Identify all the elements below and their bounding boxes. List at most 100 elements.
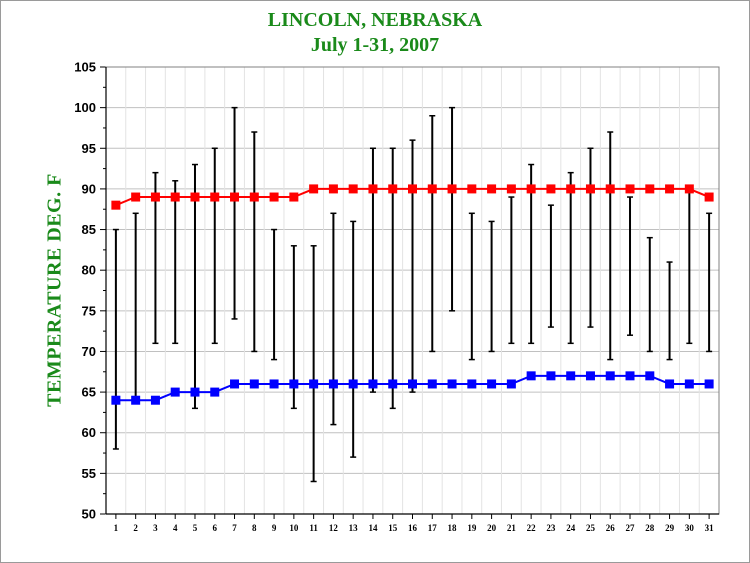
series-0-point-day-29 — [665, 184, 675, 194]
x-tick-label-8: 8 — [252, 523, 257, 533]
x-tick-label-24: 24 — [566, 523, 576, 533]
series-1-point-day-12 — [328, 379, 338, 389]
series-1-point-day-1 — [111, 395, 121, 405]
series-1-point-day-3 — [150, 395, 160, 405]
series-0-point-day-24 — [566, 184, 576, 194]
x-tick-label-2: 2 — [133, 523, 138, 533]
series-0-point-day-9 — [269, 192, 279, 202]
chart-subtitle: July 1-31, 2007 — [310, 34, 440, 56]
series-1-point-day-27 — [625, 371, 635, 381]
series-0-point-day-23 — [546, 184, 556, 194]
series-1-point-day-10 — [289, 379, 299, 389]
x-tick-label-16: 16 — [408, 523, 418, 533]
x-tick-label-21: 21 — [507, 523, 517, 533]
series-0-point-day-27 — [625, 184, 635, 194]
x-tick-label-25: 25 — [586, 523, 596, 533]
y-tick-label-90: 90 — [82, 181, 96, 196]
x-tick-label-26: 26 — [606, 523, 616, 533]
series-1-point-day-11 — [309, 379, 319, 389]
series-1-point-day-8 — [249, 379, 259, 389]
series-0-point-day-18 — [447, 184, 457, 194]
series-1-point-day-24 — [566, 371, 576, 381]
series-1-point-day-20 — [487, 379, 497, 389]
x-tick-label-23: 23 — [546, 523, 556, 533]
series-0-point-day-22 — [526, 184, 536, 194]
series-1-point-day-17 — [427, 379, 437, 389]
chart-title: LINCOLN, NEBRASKA — [267, 9, 483, 31]
x-tick-label-30: 30 — [685, 523, 695, 533]
y-tick-label-70: 70 — [82, 344, 96, 359]
series-1-point-day-2 — [131, 395, 141, 405]
series-0-point-day-2 — [131, 192, 141, 202]
series-1-point-day-5 — [190, 387, 200, 397]
x-tick-label-31: 31 — [705, 523, 715, 533]
series-1-point-day-18 — [447, 379, 457, 389]
x-tick-label-15: 15 — [388, 523, 398, 533]
series-0-point-day-26 — [605, 184, 615, 194]
series-1-point-day-29 — [665, 379, 675, 389]
x-tick-label-17: 17 — [428, 523, 438, 533]
x-tick-label-9: 9 — [272, 523, 277, 533]
series-1-point-day-13 — [348, 379, 358, 389]
series-0-point-day-17 — [427, 184, 437, 194]
x-tick-label-13: 13 — [349, 523, 359, 533]
series-0-point-day-16 — [408, 184, 417, 194]
series-0-point-day-4 — [170, 192, 180, 202]
series-1-point-day-21 — [506, 379, 516, 389]
x-tick-label-11: 11 — [309, 523, 318, 533]
y-tick-label-65: 65 — [82, 385, 96, 400]
y-tick-label-60: 60 — [82, 425, 96, 440]
x-tick-label-4: 4 — [173, 523, 178, 533]
series-1-point-day-25 — [585, 371, 595, 381]
series-1-point-day-28 — [645, 371, 655, 381]
series-0-point-day-3 — [150, 192, 160, 202]
y-tick-label-75: 75 — [82, 303, 96, 318]
x-tick-label-18: 18 — [448, 523, 458, 533]
x-tick-label-28: 28 — [645, 523, 655, 533]
x-tick-label-27: 27 — [626, 523, 636, 533]
series-0-point-day-12 — [328, 184, 338, 194]
series-1-point-day-7 — [230, 379, 240, 389]
x-tick-label-10: 10 — [289, 523, 299, 533]
series-1-point-day-31 — [704, 379, 714, 389]
series-1-point-day-19 — [467, 379, 477, 389]
series-0-point-day-1 — [111, 200, 121, 210]
series-0-point-day-15 — [388, 184, 398, 194]
x-tick-label-22: 22 — [527, 523, 537, 533]
series-0-point-day-13 — [348, 184, 358, 194]
series-1-point-day-16 — [408, 379, 417, 389]
series-0-point-day-19 — [467, 184, 477, 194]
series-0-point-day-10 — [289, 192, 299, 202]
series-0-point-day-31 — [704, 192, 714, 202]
series-1-point-day-30 — [684, 379, 694, 389]
x-tick-label-20: 20 — [487, 523, 497, 533]
series-0-point-day-14 — [368, 184, 378, 194]
x-tick-label-14: 14 — [368, 523, 378, 533]
series-1-point-day-6 — [210, 387, 220, 397]
x-tick-label-1: 1 — [114, 523, 119, 533]
series-1-point-day-4 — [170, 387, 180, 397]
series-0-point-day-30 — [684, 184, 694, 194]
series-1-point-day-9 — [269, 379, 279, 389]
series-1-point-day-22 — [526, 371, 536, 381]
x-tick-label-12: 12 — [329, 523, 339, 533]
y-tick-label-80: 80 — [82, 263, 96, 278]
y-tick-label-85: 85 — [82, 222, 96, 237]
x-tick-label-5: 5 — [193, 523, 198, 533]
series-0-point-day-11 — [309, 184, 319, 194]
x-tick-label-7: 7 — [232, 523, 237, 533]
y-tick-label-105: 105 — [74, 60, 96, 75]
x-tick-label-6: 6 — [213, 523, 218, 533]
x-tick-label-3: 3 — [153, 523, 158, 533]
series-0-point-day-20 — [487, 184, 497, 194]
series-0-point-day-25 — [585, 184, 595, 194]
y-tick-label-55: 55 — [82, 466, 96, 481]
series-1-point-day-26 — [605, 371, 615, 381]
x-tick-label-19: 19 — [467, 523, 477, 533]
series-1-point-day-14 — [368, 379, 378, 389]
series-1-point-day-23 — [546, 371, 556, 381]
series-1-point-day-15 — [388, 379, 398, 389]
series-0-point-day-7 — [230, 192, 240, 202]
y-tick-label-100: 100 — [74, 100, 96, 115]
